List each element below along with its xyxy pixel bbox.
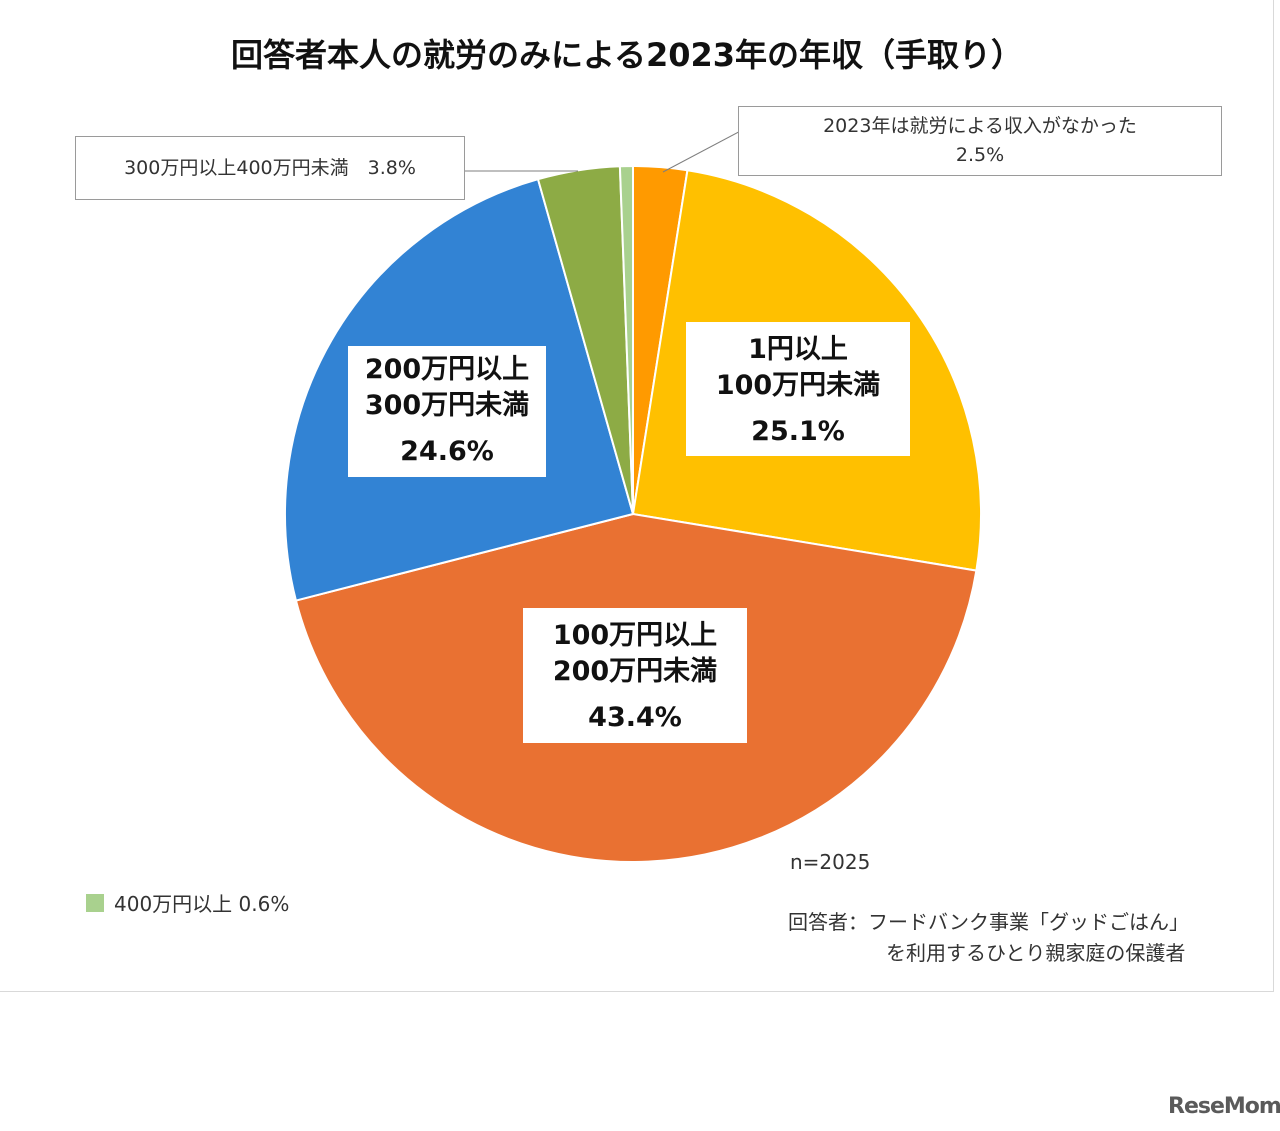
label-line1: 200万円以上 <box>364 354 530 385</box>
sample-size-label: n=2025 <box>790 850 871 874</box>
label-line1: 1円以上 <box>748 334 848 365</box>
chart-frame <box>0 0 1274 992</box>
slice-400plus <box>618 164 634 515</box>
label-line2: 300万円未満 <box>364 390 530 421</box>
label-line1: 100万円以上 <box>552 620 718 651</box>
respondent-line2: を利用するひとり親家庭の保護者 <box>886 941 1186 965</box>
data-label-200to300: 200万円以上 300万円未満 24.6% <box>348 346 546 477</box>
leader-line-none <box>662 126 749 173</box>
respondent-line1: 回答者：フードバンク事業「グッドごはん」 <box>788 910 1189 934</box>
resemom-logo: ReseMom <box>1168 1094 1280 1119</box>
label-line2: 200万円未満 <box>552 656 718 687</box>
legend-label: 400万円以上 0.6% <box>114 892 290 916</box>
data-label-no-income: 2023年は就労による収入がなかった 2.5% <box>738 106 1222 176</box>
legend: 400万円以上 0.6% <box>86 888 289 917</box>
label-text: 300万円以上400万円未満 3.8% <box>124 157 416 179</box>
label-percent: 2.5% <box>955 144 1005 166</box>
label-percent: 24.6% <box>400 436 494 467</box>
data-label-1to100: 1円以上 100万円未満 25.1% <box>686 322 910 456</box>
label-line2: 100万円未満 <box>715 370 881 401</box>
data-label-100to200: 100万円以上 200万円未満 43.4% <box>523 608 747 743</box>
label-percent: 25.1% <box>751 416 845 447</box>
legend-swatch <box>86 893 104 912</box>
data-label-300to400: 300万円以上400万円未満 3.8% <box>75 136 465 200</box>
label-percent: 43.4% <box>588 702 682 733</box>
chart-title: 回答者本人の就労のみによる2023年の年収（手取り） <box>230 36 1024 74</box>
respondent-note: 回答者：フードバンク事業「グッドごはん」 を利用するひとり親家庭の保護者 <box>788 907 1189 969</box>
label-text: 2023年は就労による収入がなかった <box>823 115 1137 137</box>
